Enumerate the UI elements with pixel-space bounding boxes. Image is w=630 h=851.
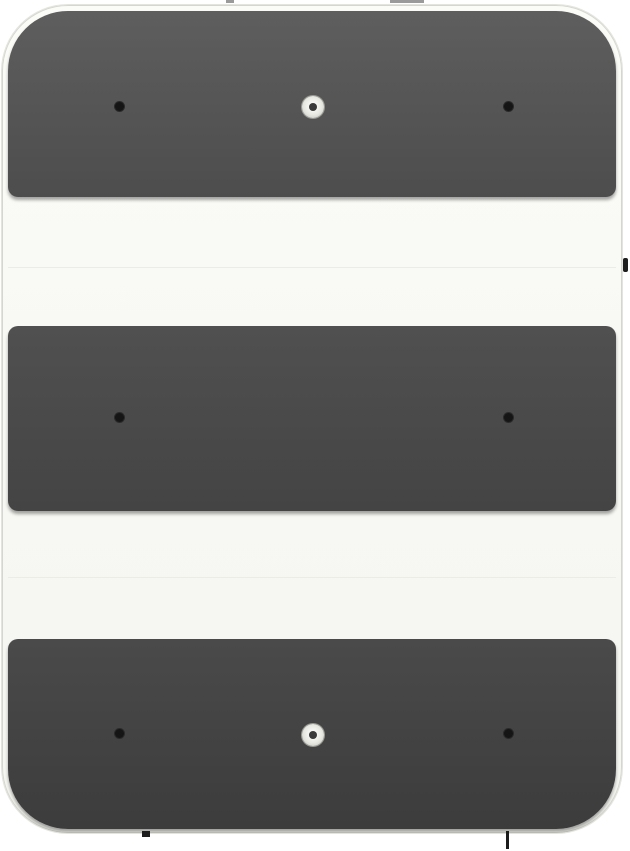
mounting-hole-left: [115, 413, 124, 422]
middle-panel: [8, 326, 616, 511]
screw-icon: [302, 96, 324, 118]
mounting-hole-right: [504, 413, 513, 422]
mounting-hole-right: [504, 729, 513, 738]
divider: [8, 577, 616, 578]
mounting-hole-right: [504, 102, 513, 111]
top-connector-left: [226, 0, 234, 3]
bottom-wire: [506, 831, 509, 849]
top-connector-right: [390, 0, 424, 3]
side-button[interactable]: [623, 258, 628, 272]
screw-icon: [302, 724, 324, 746]
bottom-panel: [8, 639, 616, 829]
device-body: [2, 5, 622, 833]
mounting-hole-left: [115, 729, 124, 738]
bottom-foot-left: [142, 831, 150, 837]
top-panel: [8, 11, 616, 197]
divider: [8, 267, 616, 268]
mounting-hole-left: [115, 102, 124, 111]
